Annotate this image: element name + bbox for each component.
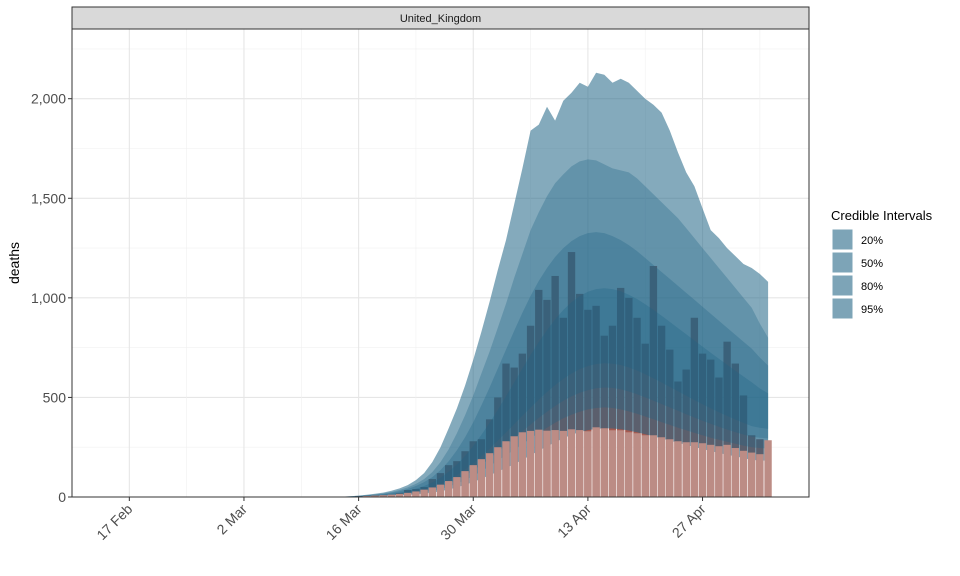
estimated-deaths-bar: [568, 429, 575, 497]
estimated-deaths-bar: [560, 431, 567, 497]
legend-swatch: [832, 298, 853, 319]
legend-title: Credible Intervals: [831, 208, 933, 223]
estimated-deaths-bar: [486, 453, 493, 497]
estimated-deaths-bar: [666, 439, 673, 497]
estimated-deaths-bar: [715, 446, 722, 497]
y-tick-label: 2,000: [31, 91, 66, 107]
estimated-deaths-bar: [502, 441, 509, 497]
estimated-deaths-bar: [764, 440, 771, 497]
legend: Credible Intervals 20% 50% 80% 95%: [831, 208, 933, 319]
x-tick-label: 16 Mar: [323, 501, 365, 543]
estimated-deaths-bar: [642, 435, 649, 497]
estimated-deaths-bar: [519, 432, 526, 497]
estimated-deaths-bar: [551, 430, 558, 497]
estimated-deaths-bar: [543, 431, 550, 497]
facet-strip-title: United_Kingdom: [400, 13, 481, 25]
x-tick-label: 30 Mar: [437, 501, 479, 543]
estimated-deaths-bar: [617, 430, 624, 497]
estimated-deaths-bar: [601, 428, 608, 497]
x-tick-label: 13 Apr: [554, 501, 594, 541]
estimated-deaths-bar: [732, 448, 739, 497]
estimated-deaths-bar: [682, 442, 689, 497]
estimated-deaths-bar: [429, 487, 436, 497]
estimated-deaths-bar: [527, 431, 534, 497]
estimated-deaths-bar: [453, 477, 460, 497]
estimated-deaths-bar: [748, 453, 755, 497]
y-tick-label: 1,500: [31, 190, 66, 206]
y-tick-label: 1,000: [31, 290, 66, 306]
x-tick-label: 27 Apr: [669, 501, 709, 541]
estimated-deaths-bar: [723, 445, 730, 497]
legend-label: 80%: [861, 281, 883, 293]
legend-items: 20% 50% 80% 95%: [832, 229, 883, 319]
legend-swatch: [832, 252, 853, 273]
y-tick-label: 500: [43, 389, 67, 405]
y-axis: 0 500 1,000 1,500 2,000: [31, 91, 72, 505]
x-tick-label: 2 Mar: [213, 501, 250, 538]
estimated-deaths-bar: [437, 485, 444, 497]
estimated-deaths-bar: [511, 436, 518, 497]
estimated-deaths-bar: [535, 430, 542, 497]
estimated-deaths-bar: [707, 445, 714, 497]
estimated-deaths-bar: [658, 437, 665, 497]
estimated-deaths-bar: [625, 432, 632, 497]
legend-label: 95%: [861, 304, 883, 316]
x-tick-label: 17 Feb: [93, 501, 135, 543]
y-tick-label: 0: [58, 489, 66, 505]
legend-swatch: [832, 275, 853, 296]
estimated-deaths-bar: [461, 471, 468, 497]
estimated-deaths-bar: [420, 490, 427, 497]
estimated-deaths-bar: [470, 465, 477, 497]
estimated-deaths-bar: [404, 493, 411, 497]
legend-label: 20%: [861, 235, 883, 247]
estimated-deaths-bar: [740, 451, 747, 497]
estimated-deaths-bar: [691, 442, 698, 497]
estimated-deaths-bar: [445, 481, 452, 497]
estimated-deaths-bar: [494, 447, 501, 497]
estimated-deaths-bar: [756, 454, 763, 497]
estimated-deaths-bar: [412, 491, 419, 497]
estimated-deaths-bar: [650, 435, 657, 497]
estimated-deaths-bar: [576, 430, 583, 497]
estimated-deaths-bar: [478, 459, 485, 497]
estimated-deaths-bar: [674, 441, 681, 497]
estimated-deaths-bar: [592, 427, 599, 497]
estimated-deaths-bar: [584, 431, 591, 497]
x-axis: 17 Feb 2 Mar 16 Mar 30 Mar 13 Apr 27 Apr: [93, 497, 709, 543]
estimated-deaths-bar: [609, 430, 616, 497]
legend-swatch: [832, 229, 853, 250]
legend-label: 50%: [861, 258, 883, 270]
y-axis-title: deaths: [6, 242, 22, 284]
estimated-deaths-bar: [699, 443, 706, 497]
estimated-deaths-bar: [633, 433, 640, 497]
